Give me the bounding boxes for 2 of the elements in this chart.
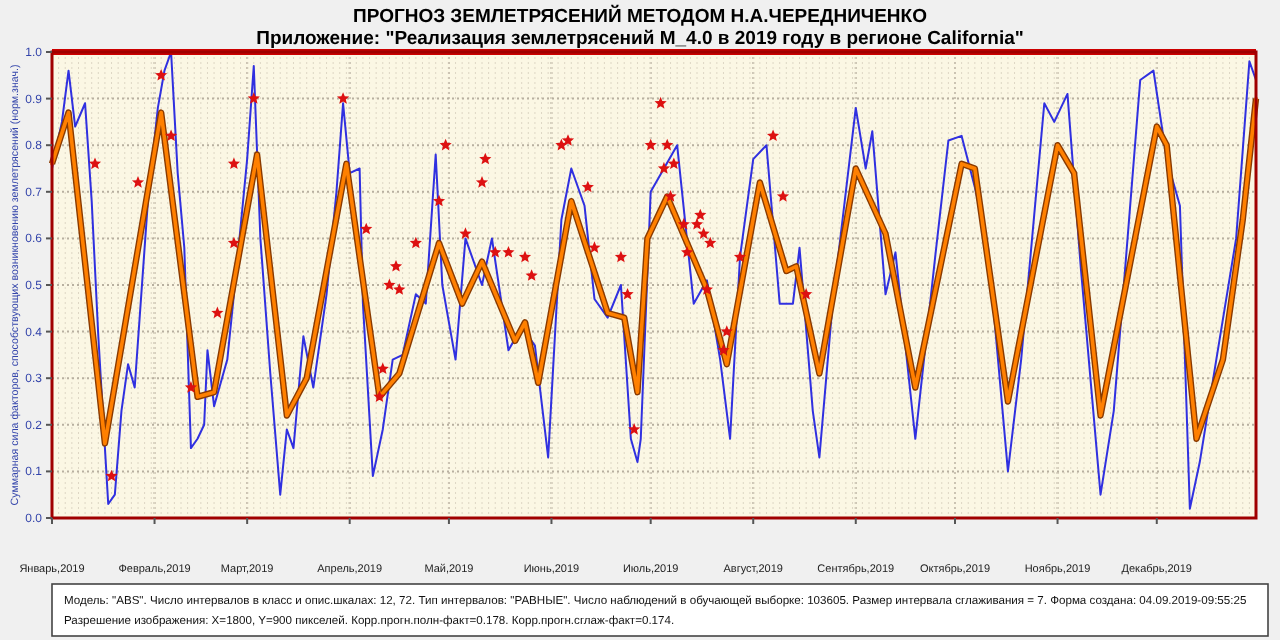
chart-subtitle: Приложение: "Реализация землетрясений M_4.0 в 2019 году в регионе California" — [256, 28, 1024, 50]
chart-title: ПРОГНОЗ ЗЕМЛЕТРЯСЕНИЙ МЕТОДОМ Н.А.ЧЕРЕДНИЧЕНКО — [353, 4, 927, 28]
